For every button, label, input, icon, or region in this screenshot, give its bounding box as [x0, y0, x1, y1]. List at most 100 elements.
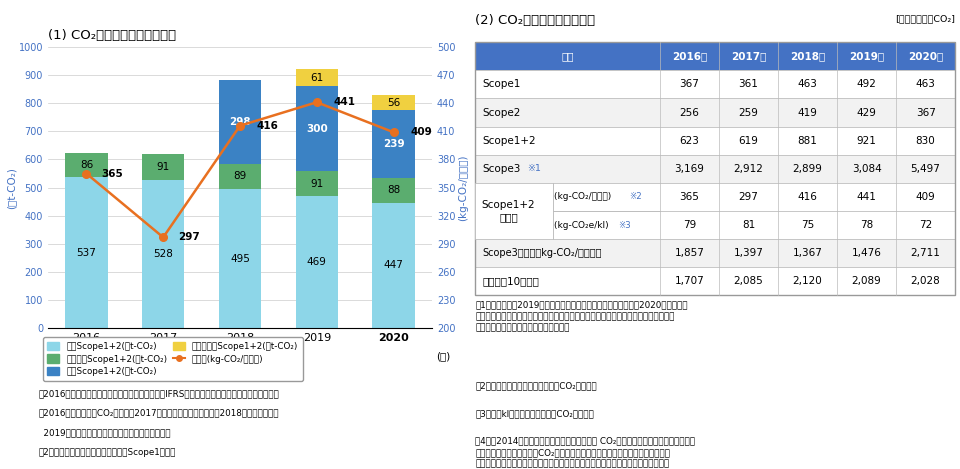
Text: 623: 623: [680, 136, 700, 146]
Text: 259: 259: [738, 107, 758, 118]
Text: (kg-CO₂/百万円): (kg-CO₂/百万円): [554, 192, 614, 202]
Text: 2　売上収益に対する生産原単位CO₂排出量。: 2 売上収益に対する生産原単位CO₂排出量。: [475, 382, 597, 391]
Text: 361: 361: [738, 79, 758, 90]
Text: 495: 495: [230, 254, 250, 264]
Text: 4　　2014年、日本の「グリーンエネルギー CO₂削減相当量認証制度」により、グ
　　リーン電力証書によるCO₂削減貢献量を「地球温暖化対策の推進に関する法: 4 2014年、日本の「グリーンエネルギー CO₂削減相当量認証制度」により、…: [475, 436, 695, 469]
Text: 1,707: 1,707: [675, 276, 705, 287]
Bar: [142, 154, 184, 180]
Bar: [475, 42, 955, 70]
Text: 409: 409: [916, 192, 935, 202]
Text: 297: 297: [179, 232, 201, 242]
Text: 367: 367: [916, 107, 936, 118]
Text: 88: 88: [387, 185, 400, 195]
Text: 2020年: 2020年: [908, 51, 944, 61]
Text: 3,169: 3,169: [675, 164, 705, 174]
Text: 2集計範囲：日本および海外事楮のScope1＋２。: 2集計範囲：日本および海外事楮のScope1＋２。: [38, 448, 176, 457]
Text: 409: 409: [411, 127, 432, 137]
Text: 2,912: 2,912: [733, 164, 763, 174]
Text: 921: 921: [856, 136, 876, 146]
Text: 469: 469: [307, 257, 326, 267]
Text: 5,497: 5,497: [911, 164, 941, 174]
Bar: [219, 80, 261, 164]
Text: Scope3原単位（kg-CO₂/百万円）: Scope3原単位（kg-CO₂/百万円）: [483, 248, 602, 258]
Text: 416: 416: [257, 121, 278, 131]
Text: 3　製品klに対する生産原単位CO₂排出量。: 3 製品klに対する生産原単位CO₂排出量。: [475, 409, 594, 418]
Text: 365: 365: [102, 168, 124, 179]
Text: 86: 86: [80, 160, 93, 170]
Bar: [475, 155, 955, 183]
Bar: [475, 127, 955, 155]
Text: (年): (年): [436, 351, 450, 361]
Bar: [219, 189, 261, 328]
Text: 528: 528: [154, 249, 173, 259]
Text: 項目: 項目: [562, 51, 574, 61]
Text: 91: 91: [156, 162, 170, 172]
Text: ※1: ※1: [527, 164, 540, 174]
Y-axis label: (kg-CO₂/百万円): (kg-CO₂/百万円): [458, 154, 468, 221]
Bar: [372, 95, 415, 111]
Text: 367: 367: [680, 79, 700, 90]
Y-axis label: (千t-CO₂): (千t-CO₂): [6, 166, 16, 209]
Text: 2018年: 2018年: [790, 51, 826, 61]
Text: 2019年: 2019年: [849, 51, 884, 61]
Bar: [65, 153, 108, 177]
Text: 463: 463: [798, 79, 818, 90]
Text: 429: 429: [856, 107, 876, 118]
Text: 416: 416: [798, 192, 818, 202]
Bar: [219, 164, 261, 189]
Text: 79: 79: [683, 220, 696, 230]
Text: Scope1: Scope1: [483, 79, 521, 90]
Text: 1,367: 1,367: [793, 248, 823, 258]
Text: 2,711: 2,711: [911, 248, 941, 258]
Bar: [475, 183, 553, 239]
Text: 56: 56: [387, 98, 400, 107]
Bar: [296, 197, 338, 328]
Bar: [475, 98, 955, 127]
Text: 2016年から原単位の算出に国際財務報告基準（IFRS）に準拠した売上収益を適用している。: 2016年から原単位の算出に国際財務報告基準（IFRS）に準拠した売上収益を適…: [38, 389, 279, 398]
Bar: [296, 69, 338, 86]
Text: Scope1+2: Scope1+2: [483, 136, 537, 146]
Text: Scope1+2
原単位: Scope1+2 原単位: [482, 200, 536, 222]
Text: ※2: ※2: [629, 192, 641, 202]
Bar: [475, 70, 955, 98]
Bar: [142, 180, 184, 328]
Text: 2,085: 2,085: [733, 276, 763, 287]
Text: 239: 239: [383, 139, 404, 149]
Text: 2,028: 2,028: [911, 276, 941, 287]
Bar: [372, 203, 415, 328]
Text: 1　集計範囲：2019年まではアサヒビール、アサヒ飲料のみ　2020年からはア
　　サヒビール、アサヒ飲料、アサヒヨーロッパアンドインターナショナル、アサヒ
: 1 集計範囲：2019年まではアサヒビール、アサヒ飲料のみ 2020年からはア…: [475, 300, 688, 333]
Text: 72: 72: [919, 220, 932, 230]
Text: 537: 537: [77, 248, 96, 258]
Text: 2016年: 2016年: [672, 51, 708, 61]
Text: 619: 619: [738, 136, 758, 146]
Text: (1) CO₂排出量・原単位の推移: (1) CO₂排出量・原単位の推移: [48, 29, 176, 42]
Text: 2019年からは東南アジアが範囲に加わっている。: 2019年からは東南アジアが範囲に加わっている。: [38, 428, 171, 437]
Text: 492: 492: [856, 79, 876, 90]
Text: (kg-CO₂e/kl): (kg-CO₂e/kl): [554, 220, 612, 230]
Text: Scope3: Scope3: [483, 164, 521, 174]
Text: 2,899: 2,899: [793, 164, 823, 174]
Text: 2017年: 2017年: [731, 51, 766, 61]
Text: 89: 89: [233, 172, 247, 182]
Text: 81: 81: [742, 220, 756, 230]
Bar: [296, 171, 338, 197]
Bar: [475, 42, 955, 295]
Text: 830: 830: [916, 136, 935, 146]
Text: 297: 297: [738, 192, 758, 202]
Text: 365: 365: [680, 192, 700, 202]
Bar: [65, 177, 108, 328]
Text: 419: 419: [798, 107, 818, 118]
Text: 298: 298: [229, 117, 251, 127]
Text: (2) CO₂排出量実績・原単位: (2) CO₂排出量実績・原単位: [475, 14, 595, 27]
Text: 441: 441: [856, 192, 876, 202]
Text: 300: 300: [306, 123, 327, 134]
Text: 1,397: 1,397: [733, 248, 763, 258]
Text: 881: 881: [798, 136, 818, 146]
Text: Scope2: Scope2: [483, 107, 521, 118]
Text: 463: 463: [916, 79, 936, 90]
Text: 売上高（10億円）: 売上高（10億円）: [483, 276, 540, 287]
Text: 61: 61: [310, 73, 324, 83]
Text: 75: 75: [801, 220, 814, 230]
Text: 1,476: 1,476: [852, 248, 881, 258]
Text: [単位：千トンCO₂]: [単位：千トンCO₂]: [895, 14, 955, 23]
